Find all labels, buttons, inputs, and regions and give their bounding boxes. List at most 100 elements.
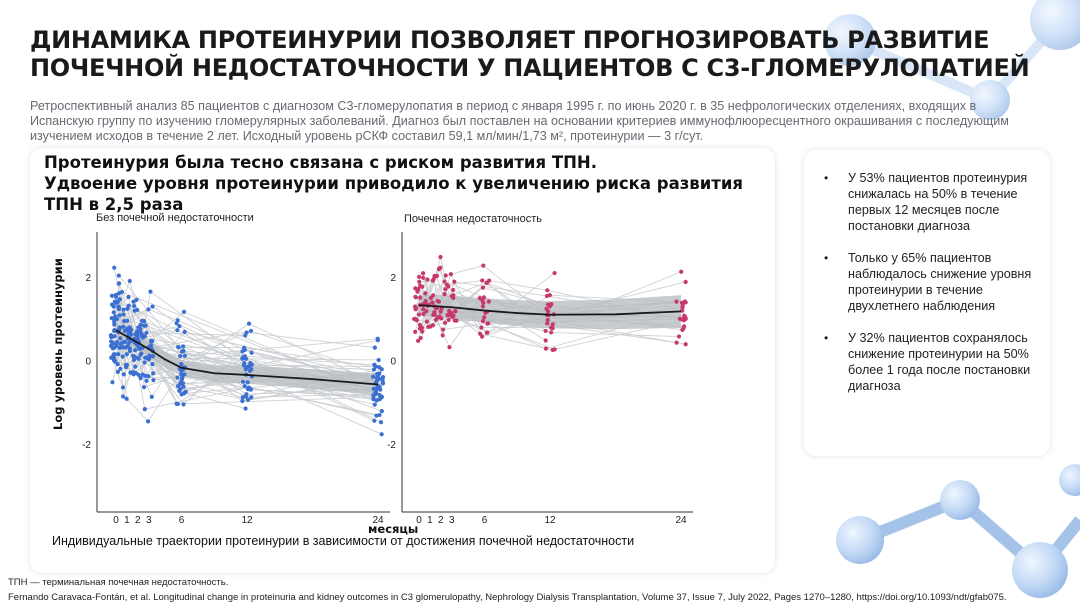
patient-measurement-point: [416, 312, 422, 317]
x-tick-label: 1: [427, 515, 433, 526]
title-line-2: ПОЧЕЧНОЙ НЕДОСТАТОЧНОСТИ У ПАЦИЕНТОВ С С…: [30, 54, 1030, 82]
patient-measurement-point: [110, 380, 115, 385]
patient-measurement-point: [450, 287, 456, 293]
patient-measurement-point: [549, 325, 554, 330]
patient-measurement-point: [174, 321, 179, 326]
x-tick-label: 2: [438, 515, 444, 526]
patient-measurement-point: [413, 329, 418, 334]
patient-measurement-point: [242, 383, 247, 389]
patient-measurement-point: [425, 277, 430, 282]
patient-measurement-point: [128, 328, 133, 333]
y-tick-label: 2: [85, 273, 91, 284]
patient-measurement-point: [453, 309, 458, 314]
patient-measurement-point: [127, 278, 132, 284]
patient-measurement-point: [438, 265, 443, 270]
patient-measurement-point: [151, 371, 156, 376]
patient-measurement-point: [417, 322, 423, 327]
patient-measurement-point: [549, 302, 554, 307]
patient-measurement-point: [121, 324, 126, 329]
patient-measurement-point: [243, 333, 248, 338]
title-line-1: ДИНАМИКА ПРОТЕИНУРИИ ПОЗВОЛЯЕТ ПРОГНОЗИР…: [30, 26, 990, 54]
patient-measurement-point: [680, 303, 685, 308]
patient-measurement-point: [112, 265, 117, 270]
patient-measurement-point: [248, 387, 253, 392]
patient-measurement-point: [433, 317, 438, 322]
patient-measurement-point: [414, 306, 419, 311]
patient-measurement-point: [108, 333, 114, 338]
patient-measurement-point: [487, 278, 492, 283]
patient-measurement-point: [454, 318, 459, 323]
patient-measurement-point: [141, 323, 147, 328]
patient-measurement-point: [550, 322, 555, 327]
patient-measurement-point: [139, 351, 144, 356]
patient-measurement-point: [451, 313, 456, 318]
patient-measurement-point: [115, 339, 120, 345]
patient-measurement-point: [112, 345, 117, 350]
patient-measurement-point: [146, 357, 152, 362]
findings-card: У 53% пациентов протеинурия снижалась на…: [804, 150, 1050, 456]
patient-measurement-point: [481, 295, 486, 300]
patient-measurement-point: [378, 420, 384, 425]
patient-measurement-point: [113, 300, 118, 305]
patient-measurement-point: [443, 287, 448, 292]
patient-measurement-point: [117, 313, 122, 318]
patient-measurement-point: [117, 325, 122, 330]
patient-measurement-point: [371, 374, 376, 379]
x-tick-label: 0: [113, 515, 119, 526]
patient-measurement-point: [413, 295, 418, 300]
patient-measurement-point: [113, 294, 119, 299]
patient-measurement-point: [117, 345, 122, 350]
patient-measurement-point: [248, 360, 253, 366]
patient-measurement-point: [374, 413, 379, 418]
patient-measurement-point: [240, 379, 246, 384]
patient-measurement-point: [430, 300, 435, 305]
patient-measurement-point: [482, 315, 487, 320]
patient-measurement-point: [376, 372, 381, 377]
patient-measurement-point: [151, 378, 156, 383]
patient-measurement-point: [179, 372, 184, 377]
patient-measurement-point: [121, 372, 126, 377]
patient-measurement-point: [552, 270, 557, 276]
patient-measurement-point: [119, 289, 125, 295]
patient-measurement-point: [127, 348, 132, 353]
patient-measurement-point: [420, 271, 426, 276]
patient-measurement-point: [181, 391, 187, 396]
x-tick-label: 24: [675, 515, 687, 526]
patient-measurement-point: [485, 330, 490, 335]
patient-measurement-point: [178, 386, 183, 392]
patient-measurement-point: [120, 340, 125, 345]
x-tick-label: 12: [544, 515, 556, 526]
patient-measurement-point: [150, 362, 155, 367]
patient-measurement-point: [111, 310, 116, 315]
patient-measurement-point: [440, 327, 446, 332]
y-tick-label: -2: [82, 440, 91, 451]
patient-measurement-point: [139, 345, 144, 351]
patient-measurement-point: [415, 338, 421, 343]
patient-measurement-point: [142, 360, 147, 365]
patient-measurement-point: [121, 312, 126, 317]
patient-measurement-point: [244, 392, 249, 397]
patient-measurement-point: [120, 354, 125, 359]
patient-measurement-point: [452, 279, 457, 284]
patient-measurement-point: [435, 298, 440, 304]
panel-label-no-kf: Без почечной недостаточности: [96, 212, 254, 224]
patient-measurement-point: [421, 311, 426, 317]
patient-measurement-point: [120, 385, 126, 390]
patient-measurement-point: [546, 309, 551, 314]
patient-measurement-point: [417, 279, 422, 284]
patient-measurement-point: [374, 390, 379, 395]
patient-measurement-point: [242, 360, 247, 366]
x-axis-label: месяцы: [368, 522, 419, 536]
patient-measurement-point: [146, 374, 151, 379]
patient-measurement-point: [545, 321, 550, 326]
patient-measurement-point: [679, 269, 684, 274]
patient-measurement-point: [115, 362, 120, 367]
patient-measurement-point: [179, 376, 185, 382]
patient-measurement-point: [372, 345, 377, 350]
patient-measurement-point: [120, 394, 126, 399]
patient-measurement-point: [418, 335, 423, 341]
patient-measurement-point: [421, 307, 426, 312]
patient-measurement-point: [177, 324, 182, 329]
patient-measurement-point: [122, 319, 127, 324]
